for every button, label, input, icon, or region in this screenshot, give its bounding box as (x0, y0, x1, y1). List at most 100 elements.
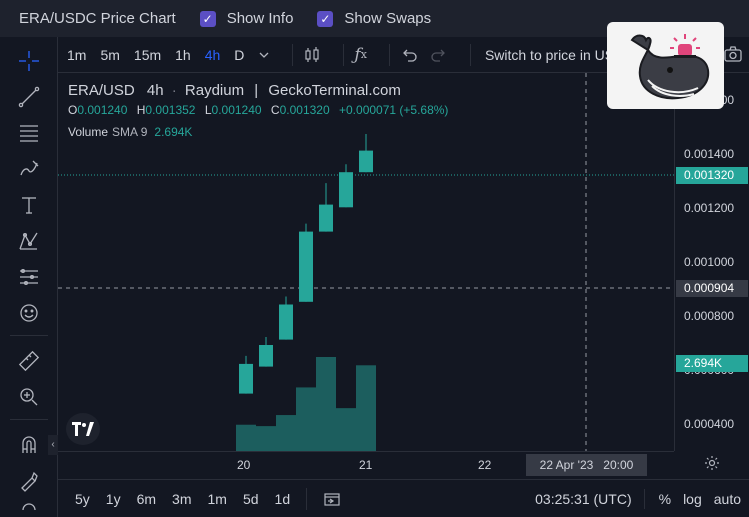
zoom-in-icon[interactable] (14, 383, 44, 411)
candle-body (239, 363, 253, 394)
time-tick: 21 (359, 458, 373, 472)
price-tick: 0.001400 (684, 147, 735, 161)
candles (239, 133, 373, 394)
range-5d[interactable]: 5d (242, 490, 259, 507)
price-tick: 0.000400 (684, 417, 735, 431)
candles-icon[interactable] (303, 46, 321, 64)
crosshair-icon[interactable] (14, 47, 44, 75)
checkmark-icon: ✓ (317, 10, 334, 27)
camera-icon[interactable] (723, 45, 743, 68)
candle-body (339, 172, 353, 208)
checkmark-icon: ✓ (199, 10, 216, 27)
auto-toggle[interactable]: auto (713, 491, 741, 507)
emoji-icon[interactable] (14, 299, 44, 327)
ohlc-values: O0.001240 H0.001352 L0.001240 C0.001320 … (68, 103, 449, 117)
range-6m[interactable]: 6m (136, 490, 157, 507)
whale-logo (607, 22, 724, 109)
bottom-toolbar: 5y 1y 6m 3m 1m 5d 1d 03:25:31 (UTC) % lo… (58, 479, 749, 517)
volume-bar (256, 426, 276, 451)
crosshair-price-badge: 0.000904 (676, 280, 748, 297)
crosshair-time-badge: 22 Apr '23 20:00 (526, 454, 647, 476)
volume-bar (356, 365, 376, 451)
fib-icon[interactable] (14, 119, 44, 147)
collapse-toolbar-button[interactable]: ‹ (48, 435, 58, 455)
pattern-icon[interactable] (14, 227, 44, 255)
redo-icon[interactable] (430, 48, 448, 62)
volume-badge: 2.694K (676, 355, 748, 372)
calendar-icon[interactable] (323, 491, 341, 507)
tradingview-logo[interactable] (66, 413, 100, 445)
sma-label: SMA 9 (112, 125, 148, 139)
interval-1h[interactable]: 1h (175, 46, 191, 63)
chart-legend: ERA/USD 4h · Raydium | GeckoTerminal.com… (68, 82, 454, 139)
chart-header: ERA/USDC Price Chart ✓ Show Info ✓ Show … (0, 0, 749, 37)
bottom-right-controls: 03:25:31 (UTC) % log auto (535, 480, 741, 517)
candle-body (299, 231, 313, 302)
price-chart[interactable] (58, 73, 674, 451)
price-tick: 0.001000 (684, 255, 735, 269)
change-value: +0.000071 (+5.68%) (339, 103, 449, 117)
candle-body (259, 345, 273, 367)
magnet-icon[interactable] (14, 431, 44, 459)
interval-4h[interactable]: 4h (204, 46, 221, 63)
volume-bars (236, 357, 376, 451)
show-swaps-label: Show Swaps (344, 10, 432, 27)
volume-bar (336, 408, 356, 451)
legend-interval: 4h (146, 82, 164, 99)
percent-toggle[interactable]: % (658, 491, 672, 507)
hide-icon[interactable] (14, 503, 44, 517)
candle-body (359, 150, 373, 173)
candle-body (279, 304, 293, 340)
symbol: ERA/USD (68, 82, 135, 99)
drawing-toolbar: ‹ (0, 37, 58, 517)
prediction-icon[interactable] (14, 263, 44, 291)
open-value: 0.001240 (77, 103, 128, 117)
range-1d[interactable]: 1d (274, 490, 291, 507)
interval-5m[interactable]: 5m (100, 46, 120, 63)
show-info-label: Show Info (226, 10, 294, 27)
high-value: 0.001352 (145, 103, 196, 117)
symbol-line: ERA/USD 4h · Raydium | GeckoTerminal.com (68, 82, 401, 99)
close-value: 0.001320 (279, 103, 330, 117)
interval-15m[interactable]: 15m (133, 46, 162, 63)
low-value: 0.001240 (211, 103, 262, 117)
volume-value: 2.694K (154, 125, 193, 139)
legend-exchange: Raydium (184, 82, 245, 99)
brush-icon[interactable] (14, 155, 44, 183)
undo-icon[interactable] (400, 48, 418, 62)
show-swaps-checkbox[interactable]: ✓ Show Swaps (317, 10, 431, 27)
candle-body (319, 204, 333, 232)
ruler-icon[interactable] (14, 347, 44, 375)
volume-label: Volume (68, 125, 109, 139)
price-tick: 0.001200 (684, 201, 735, 215)
volume-legend: Volume SMA 9 2.694K (68, 125, 454, 139)
time-tick: 20 (237, 458, 251, 472)
interval-d[interactable]: D (234, 46, 245, 63)
volume-bar (236, 424, 256, 451)
gear-icon[interactable] (704, 455, 720, 476)
legend-source: GeckoTerminal.com (268, 82, 401, 99)
show-info-checkbox[interactable]: ✓ Show Info (199, 10, 294, 27)
chart-title: ERA/USDC Price Chart (19, 10, 176, 27)
price-tick: 0.000800 (684, 309, 735, 323)
volume-bar (296, 387, 316, 451)
utc-clock[interactable]: 03:25:31 (UTC) (535, 491, 632, 507)
price-axis[interactable]: 0.001600 0.001400 0.001200 0.001000 0.00… (674, 73, 749, 451)
log-toggle[interactable]: log (683, 491, 702, 507)
range-1m[interactable]: 1m (207, 490, 227, 507)
time-axis[interactable]: 20 21 22 22 Apr '23 20:00 (58, 451, 674, 479)
switch-price-button[interactable]: Switch to price in USDC (484, 46, 635, 63)
volume-bar (276, 415, 296, 451)
range-1y[interactable]: 1y (105, 490, 121, 507)
range-3m[interactable]: 3m (172, 490, 192, 507)
time-tick: 22 (478, 458, 492, 472)
volume-bar (316, 357, 336, 451)
text-icon[interactable] (14, 191, 44, 219)
interval-1m[interactable]: 1m (67, 46, 87, 63)
chevron-down-icon[interactable] (258, 49, 270, 61)
last-price-badge: 0.001320 (676, 167, 748, 184)
trend-line-icon[interactable] (14, 83, 44, 111)
range-5y[interactable]: 5y (75, 490, 90, 507)
lock-drawing-icon[interactable] (14, 467, 44, 495)
